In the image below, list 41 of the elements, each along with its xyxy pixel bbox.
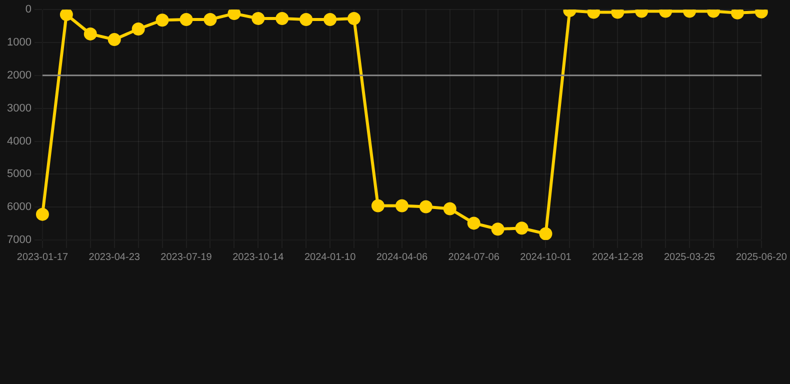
point [276, 12, 289, 25]
point [371, 199, 384, 212]
point [132, 22, 145, 36]
y-tick-label: 6000 [6, 201, 32, 214]
point [348, 12, 361, 25]
point [300, 12, 313, 26]
point [491, 222, 504, 236]
point [108, 33, 121, 46]
y-tick-label: 4000 [6, 135, 32, 148]
y-tick-label: 5000 [6, 168, 32, 180]
point [60, 10, 73, 22]
point [156, 14, 169, 27]
point [467, 216, 480, 230]
point [515, 222, 528, 235]
y-tick-label: 0 [25, 4, 32, 16]
x-tick-label: 2025-03-25 [664, 252, 716, 263]
x-tick-label: 2024-04-06 [376, 252, 428, 263]
point [395, 199, 408, 212]
y-tick-label: 7000 [6, 234, 32, 246]
x-tick-label: 2023-10-14 [232, 252, 284, 263]
x-tick-label: 2024-10-01 [520, 252, 572, 263]
point [180, 12, 193, 26]
x-tick-label: 2023-04-23 [88, 252, 140, 263]
x-tick-label: 2024-07-06 [448, 252, 500, 263]
x-tick-label: 2024-12-28 [592, 252, 644, 263]
point [84, 27, 97, 40]
point [419, 200, 432, 214]
point [443, 202, 456, 216]
point [228, 10, 241, 20]
point [730, 10, 744, 20]
y-tick-label: 1000 [6, 36, 32, 49]
point [539, 227, 552, 240]
point [252, 12, 265, 25]
point [324, 12, 337, 26]
x-tick-label: 2023-01-17 [16, 252, 68, 263]
y-tick-label: 2000 [6, 69, 32, 82]
x-tick-label: 2025-06-20 [736, 252, 788, 263]
x-tick-label: 2024-01-10 [304, 252, 356, 263]
x-tick-label: 2023-07-19 [160, 252, 212, 263]
point [204, 12, 217, 26]
y-tick-label: 3000 [6, 102, 32, 114]
